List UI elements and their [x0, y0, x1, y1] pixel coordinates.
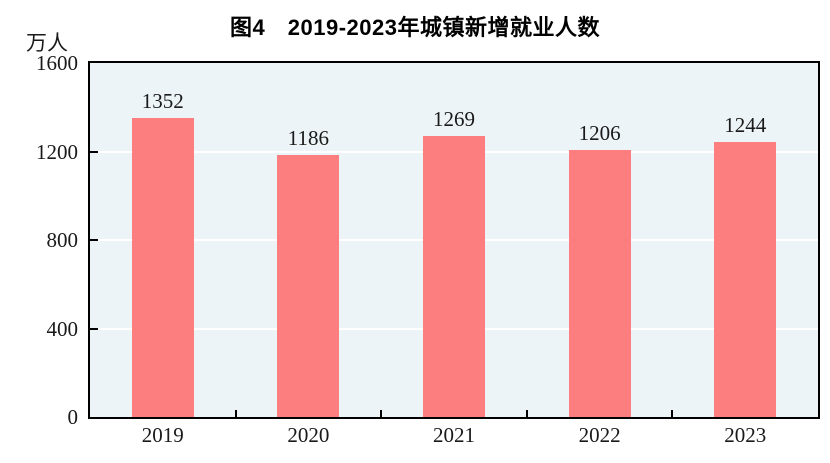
bar-value-label: 1186: [287, 125, 329, 150]
bar-value-label: 1244: [724, 112, 767, 137]
ticks-layer: [90, 63, 818, 417]
bar-value-label: 1206: [578, 121, 621, 146]
bar-2022: [568, 150, 631, 417]
y-axis-tick-label: 800: [46, 228, 79, 252]
x-axis-tick-label: 2022: [578, 423, 621, 447]
bar-value-label: 1269: [433, 107, 475, 132]
bar-2021: [423, 136, 485, 417]
y-axis-tick: [90, 327, 98, 330]
y-axis-tick-label: 0: [67, 405, 79, 429]
bar-2019: [131, 117, 194, 417]
y-axis-tick-labels: 0 400 800 1200 1600: [0, 0, 78, 463]
x-axis-tick-label: 2019: [141, 423, 184, 447]
y-axis-unit-label: 万人: [26, 31, 68, 55]
x-axis-tick-label: 2021: [433, 423, 475, 447]
y-axis-tick: [90, 150, 98, 153]
x-axis-tick: [234, 410, 237, 417]
bar-2023: [714, 141, 777, 417]
y-axis-tick: [90, 239, 98, 241]
y-axis-tick-label: 1200: [36, 139, 78, 164]
x-axis-tick-label: 2020: [287, 423, 330, 447]
x-axis-tick-labels: 2019 2020 2021 2022 2023: [90, 423, 818, 449]
x-axis-tick: [380, 410, 383, 417]
bar-2020: [277, 154, 340, 417]
bar-value-label: 1352: [141, 88, 184, 113]
x-axis-tick: [671, 410, 674, 417]
chart-title: 图4 2019-2023年城镇新增就业人数: [230, 15, 600, 40]
x-axis-tick: [525, 410, 528, 417]
x-axis-tick-label: 2023: [724, 423, 767, 447]
bars-layer: 1352 1186 1269 1206 1244: [90, 63, 818, 417]
y-axis-tick-label: 1600: [36, 51, 78, 75]
y-axis-tick-label: 400: [46, 316, 79, 341]
plot-area: 1352 1186 1269 1206 1244: [88, 61, 820, 419]
